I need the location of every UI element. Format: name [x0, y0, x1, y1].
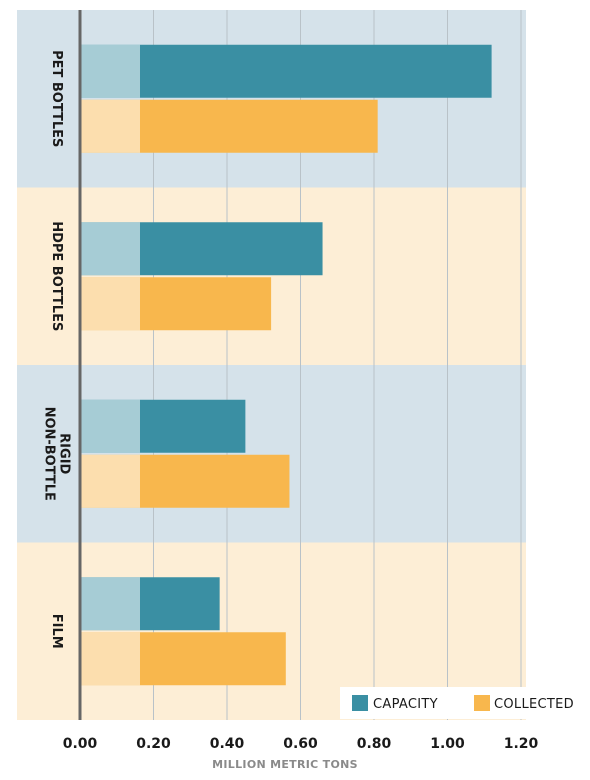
x-tick-label: 0.80 [357, 736, 392, 752]
bar-non-bottle-rigid-capacity-fade [80, 399, 140, 453]
bar-pet-bottles-capacity [80, 44, 492, 98]
bar-pet-bottles-capacity-fade [80, 44, 140, 98]
x-tick-label: 1.20 [504, 736, 539, 752]
category-label-non-bottle-rigid: NON-BOTTLERIGID [42, 407, 72, 501]
x-tick-label: 0.60 [283, 736, 318, 752]
bars [80, 44, 492, 686]
x-axis-title: MILLION METRIC TONS [212, 758, 358, 771]
legend: CAPACITY COLLECTED [340, 687, 586, 719]
x-tick-labels: 0.00 0.20 0.40 0.60 0.80 1.00 1.20 [63, 736, 539, 752]
category-label-line: PET BOTTLES [49, 50, 64, 147]
category-label-line: NON-BOTTLE [42, 407, 57, 501]
bar-non-bottle-rigid-collected-fade [80, 454, 140, 508]
bar-hdpe-bottles-capacity-fade [80, 222, 140, 276]
category-label-line: FILM [49, 614, 64, 649]
bar-pet-bottles-collected-fade [80, 99, 140, 153]
bar-hdpe-bottles-collected-fade [80, 277, 140, 331]
category-label-line: HDPE BOTTLES [49, 221, 64, 331]
band-hdpe-bottles [17, 187, 526, 365]
x-tick-label: 0.00 [63, 736, 98, 752]
x-tick-label: 0.40 [210, 736, 245, 752]
category-bands [17, 10, 526, 720]
bar-film-collected-fade [80, 632, 140, 686]
legend-swatch-capacity [352, 695, 368, 711]
legend-label-collected: COLLECTED [494, 697, 574, 712]
legend-background [340, 687, 586, 719]
category-label-hdpe-bottles: HDPE BOTTLES [49, 221, 64, 331]
category-label-line: RIGID [57, 433, 72, 474]
category-label-pet-bottles: PET BOTTLES [49, 50, 64, 147]
band-non-bottle-rigid [17, 365, 526, 543]
category-label-film: FILM [49, 614, 64, 649]
legend-label-capacity: CAPACITY [373, 697, 438, 712]
bar-film-capacity-fade [80, 577, 140, 631]
legend-swatch-collected [474, 695, 490, 711]
x-tick-label: 1.00 [430, 736, 465, 752]
band-pet-bottles [17, 10, 526, 188]
category-labels: PET BOTTLES HDPE BOTTLES NON-BOTTLERIGID FI… [42, 50, 72, 649]
x-tick-label: 0.20 [136, 736, 171, 752]
